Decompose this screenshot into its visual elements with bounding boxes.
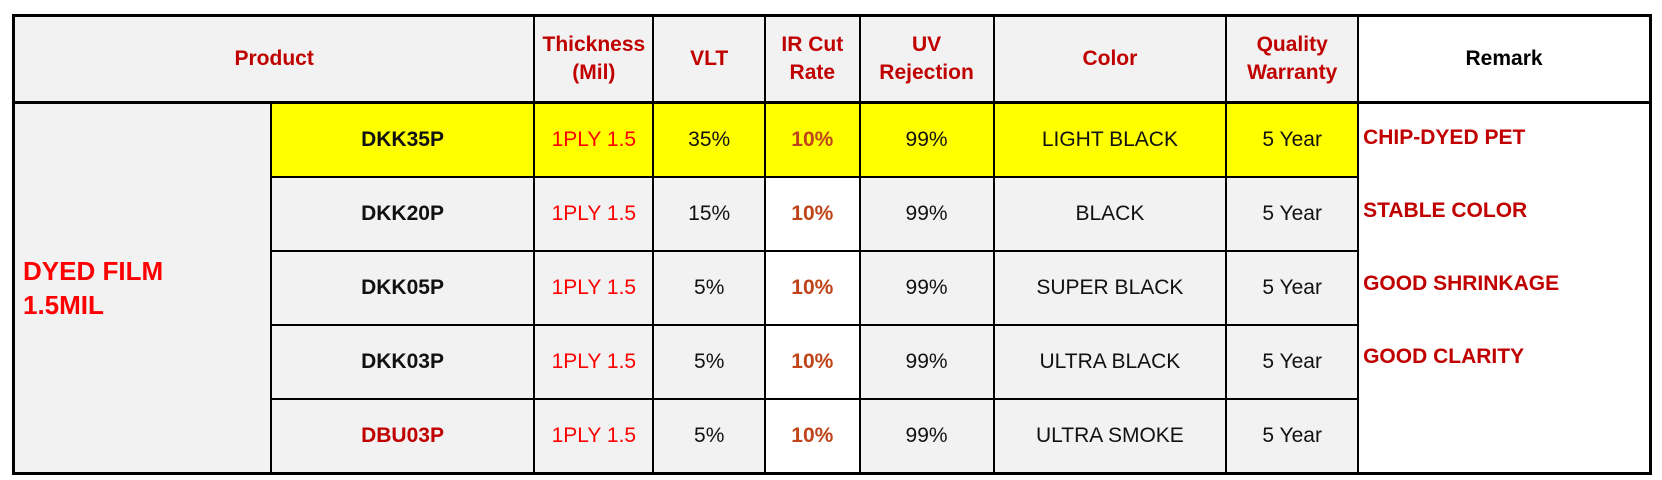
warranty-cell: 5 Year — [1225, 250, 1360, 326]
product-code: DBU03P — [269, 398, 536, 475]
thickness-cell: 1PLY 1.5 — [533, 398, 655, 475]
vlt-cell: 5% — [652, 398, 766, 475]
color-cell: BLACK — [992, 176, 1228, 252]
product-spec-table: Product Thickness (Mil) VLT IR Cut Rate … — [12, 14, 1652, 475]
remark-item: GOOD CLARITY — [1363, 345, 1525, 368]
vlt-cell: 5% — [652, 250, 766, 326]
table-row: DKK20P 1PLY 1.5 15% 10% 99% BLACK 5 Year — [14, 176, 1651, 252]
color-cell: ULTRA BLACK — [992, 324, 1228, 400]
table-row: DKK03P 1PLY 1.5 5% 10% 99% ULTRA BLACK 5… — [14, 324, 1651, 400]
warranty-cell: 5 Year — [1225, 176, 1360, 252]
warranty-cell: 5 Year — [1225, 398, 1360, 475]
product-code: DKK20P — [269, 176, 536, 252]
ir-cut-cell: 10% — [764, 176, 861, 252]
product-group-label: DYED FILM 1.5MIL — [12, 101, 272, 475]
product-code: DKK03P — [269, 324, 536, 400]
header-uv-rejection: UV Rejection — [858, 14, 995, 104]
remark-item: STABLE COLOR — [1363, 199, 1528, 222]
remark-item: CHIP-DYED PET — [1363, 126, 1526, 149]
uv-cell: 99% — [858, 101, 995, 178]
header-row: Product Thickness (Mil) VLT IR Cut Rate … — [12, 14, 1652, 104]
table-row: DKK05P 1PLY 1.5 5% 10% 99% SUPER BLACK 5… — [14, 250, 1651, 326]
header-thickness: Thickness (Mil) — [533, 14, 655, 104]
product-code: DKK05P — [269, 250, 536, 326]
thickness-cell: 1PLY 1.5 — [533, 176, 655, 252]
remark-item: GOOD SHRINKAGE — [1363, 272, 1560, 295]
uv-cell: 99% — [858, 176, 995, 252]
remark-cell: CHIP-DYED PET STABLE COLOR GOOD SHRINKAG… — [1357, 101, 1652, 475]
vlt-cell: 5% — [652, 324, 766, 400]
ir-cut-cell: 10% — [764, 101, 861, 178]
remark-list: CHIP-DYED PET STABLE COLOR GOOD SHRINKAG… — [1359, 104, 1649, 396]
warranty-cell: 5 Year — [1225, 324, 1360, 400]
thickness-cell: 1PLY 1.5 — [533, 250, 655, 326]
ir-cut-cell: 10% — [764, 398, 861, 475]
color-cell: LIGHT BLACK — [992, 101, 1228, 178]
header-vlt: VLT — [652, 14, 766, 104]
vlt-cell: 35% — [652, 101, 766, 178]
thickness-cell: 1PLY 1.5 — [533, 324, 655, 400]
header-ir-cut: IR Cut Rate — [764, 14, 861, 104]
warranty-cell: 5 Year — [1225, 101, 1360, 178]
product-code: DKK35P — [269, 101, 536, 178]
thickness-cell: 1PLY 1.5 — [533, 101, 655, 178]
header-warranty: Quality Warranty — [1225, 14, 1360, 104]
ir-cut-cell: 10% — [764, 250, 861, 326]
table-row: DYED FILM 1.5MIL DKK35P 1PLY 1.5 35% 10%… — [12, 101, 1652, 475]
uv-cell: 99% — [858, 398, 995, 475]
uv-cell: 99% — [858, 250, 995, 326]
vlt-cell: 15% — [652, 176, 766, 252]
color-cell: SUPER BLACK — [992, 250, 1228, 326]
table-row: DBU03P 1PLY 1.5 5% 10% 99% ULTRA SMOKE 5… — [14, 398, 1651, 475]
ir-cut-cell: 10% — [764, 324, 861, 400]
header-remark: Remark — [1357, 14, 1652, 104]
uv-cell: 99% — [858, 324, 995, 400]
header-color: Color — [992, 14, 1228, 104]
header-product: Product — [12, 14, 536, 104]
color-cell: ULTRA SMOKE — [992, 398, 1228, 475]
